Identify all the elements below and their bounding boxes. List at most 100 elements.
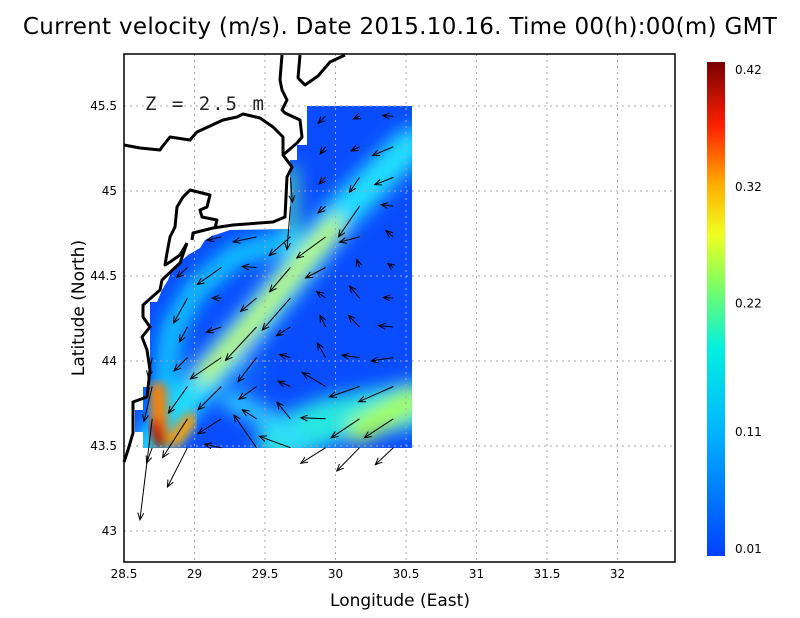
y-tick-label: 45.5 [90,99,117,113]
velocity-arrow [349,286,360,299]
velocity-arrow [173,297,188,323]
velocity-arrow [388,263,394,267]
velocity-arrow [144,386,153,422]
x-tick-label: 32 [610,567,625,581]
velocity-arrow [349,177,360,192]
velocity-arrow [351,147,360,151]
velocity-arrow [339,236,360,242]
x-tick-label: 30.5 [393,567,420,581]
velocity-arrow [337,447,360,471]
depth-annotation: Z = 2.5 m [145,93,266,115]
velocity-arrow [233,236,257,242]
x-tick-label: 30 [328,567,343,581]
velocity-arrow [338,206,360,237]
velocity-arrow [342,355,360,357]
velocity-arrow [179,326,188,342]
velocity-arrow [167,447,188,487]
velocity-arrow [381,205,394,207]
velocity-arrow [259,436,291,449]
colorbar [707,62,725,556]
velocity-arrow [177,267,188,278]
velocity-arrow [239,386,257,400]
chart-title: Current velocity (m/s). Date 2015.10.16.… [22,14,778,40]
velocity-arrow [162,418,188,458]
velocity-arrow [383,116,394,117]
velocity-arrow [348,315,360,328]
velocity-arrow [205,444,222,447]
velocity-arrow [168,386,188,414]
velocity-arrow [318,206,326,213]
velocity-arrow [359,386,394,402]
velocity-arrow [207,237,222,240]
velocity-arrow [148,357,152,378]
velocity-arrow [302,373,326,387]
velocity-arrow [198,418,222,434]
velocity-arrow [147,447,153,463]
velocity-arrow [319,177,326,184]
velocity-arrow [276,326,291,336]
velocity-arrow [270,267,291,292]
velocity-arrow [320,146,326,154]
y-tick-label: 43 [102,524,117,538]
coastline [122,53,346,463]
velocity-arrow [297,236,326,258]
velocity-arrow [301,418,326,419]
velocity-arrow [353,116,359,119]
plot-frame [123,53,676,563]
colorbar-ticks: 0.42 0.32 0.22 0.11 0.01 [735,63,762,556]
velocity-arrow [364,418,394,438]
velocity-arrow [373,146,394,156]
velocity-arrow [329,386,360,397]
y-tick-label: 44 [102,354,117,368]
velocity-arrow [197,267,222,285]
velocity-arrow [140,418,153,520]
x-tick-label: 29 [187,567,202,581]
velocity-arrow [301,447,326,464]
velocity-arrow [278,381,291,386]
velocity-arrow [206,326,222,332]
velocity-arrow [280,355,291,358]
velocity-arrow [242,266,257,267]
colorbar-tick-label: 0.32 [735,180,762,194]
velocity-arrow [317,343,327,358]
velocity-arrow [269,236,291,256]
velocity-arrow [234,415,257,448]
velocity-arrow [242,410,257,420]
velocity-vectors [140,116,393,520]
y-tick-label: 45 [102,184,117,198]
velocity-arrow [375,447,394,465]
x-axis-label: Longitude (East) [330,591,470,611]
y-axis-ticks: 43 43.5 44 44.5 45 45.5 [90,99,117,538]
velocity-arrow [386,231,394,237]
x-tick-label: 31 [469,567,484,581]
velocity-arrow [331,418,360,438]
velocity-arrow [287,206,290,249]
velocity-arrow [357,260,360,268]
velocity-arrow [238,357,257,382]
velocity-arrow [383,297,394,298]
x-axis-ticks: 28.5 29 29.5 30 30.5 31 31.5 32 [111,567,626,581]
velocity-arrow [241,297,257,311]
velocity-arrow [379,326,394,327]
velocity-arrow [174,357,188,371]
velocity-arrow [290,177,292,202]
velocity-arrow [190,357,222,379]
x-tick-label: 31.5 [534,567,561,581]
y-axis-label: Latitude (North) [69,240,89,376]
x-tick-label: 29.5 [252,567,279,581]
y-tick-label: 44.5 [90,269,117,283]
velocity-arrow [306,267,326,278]
velocity-arrow [226,326,257,360]
velocity-arrow [317,291,326,299]
velocity-arrow [262,297,291,330]
x-tick-label: 28.5 [111,567,138,581]
velocity-arrow [320,315,327,328]
velocity-arrow [318,115,326,123]
colorbar-tick-label: 0.22 [735,297,762,311]
velocity-arrow [375,176,394,184]
colorbar-tick-label: 0.42 [735,63,762,77]
velocity-arrow [277,402,291,420]
velocity-arrow [198,386,222,410]
colorbar-tick-label: 0.01 [735,542,762,556]
